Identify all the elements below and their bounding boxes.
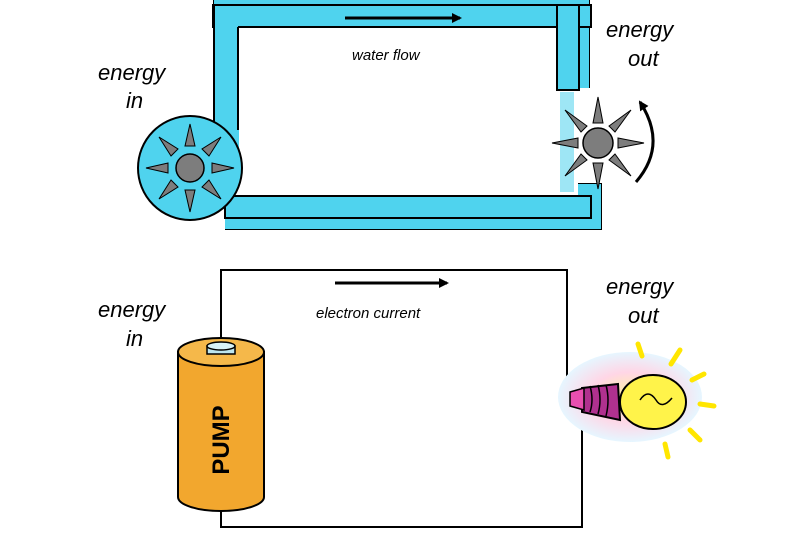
water-flow-label: water flow (352, 47, 421, 64)
electron-current-label: electron current (316, 305, 421, 322)
rotation-arrow-icon (634, 100, 655, 183)
water-pipe (213, 0, 602, 230)
energy-out-label-line2-bottom: out (628, 303, 659, 328)
water-circuit: energy in water flow energy out (98, 0, 675, 230)
battery-icon: PUMP (177, 337, 265, 512)
energy-in-label-line1-bottom: energy (98, 297, 167, 322)
circuit-wire (220, 269, 568, 385)
light-bulb-icon (558, 341, 717, 460)
energy-in-label-line1: energy (98, 60, 167, 85)
energy-out-label-line1: energy (606, 17, 675, 42)
electric-circuit: PUMP energy in el (98, 269, 717, 528)
energy-in-label-line2-bottom: in (126, 326, 143, 351)
energy-out-label-line2: out (628, 46, 659, 71)
battery-label: PUMP (208, 405, 235, 474)
pump-wheel-icon (137, 115, 243, 221)
energy-out-label-line1-bottom: energy (606, 274, 675, 299)
energy-in-label-line2: in (126, 88, 143, 113)
turbine-wheel-icon (551, 96, 645, 190)
